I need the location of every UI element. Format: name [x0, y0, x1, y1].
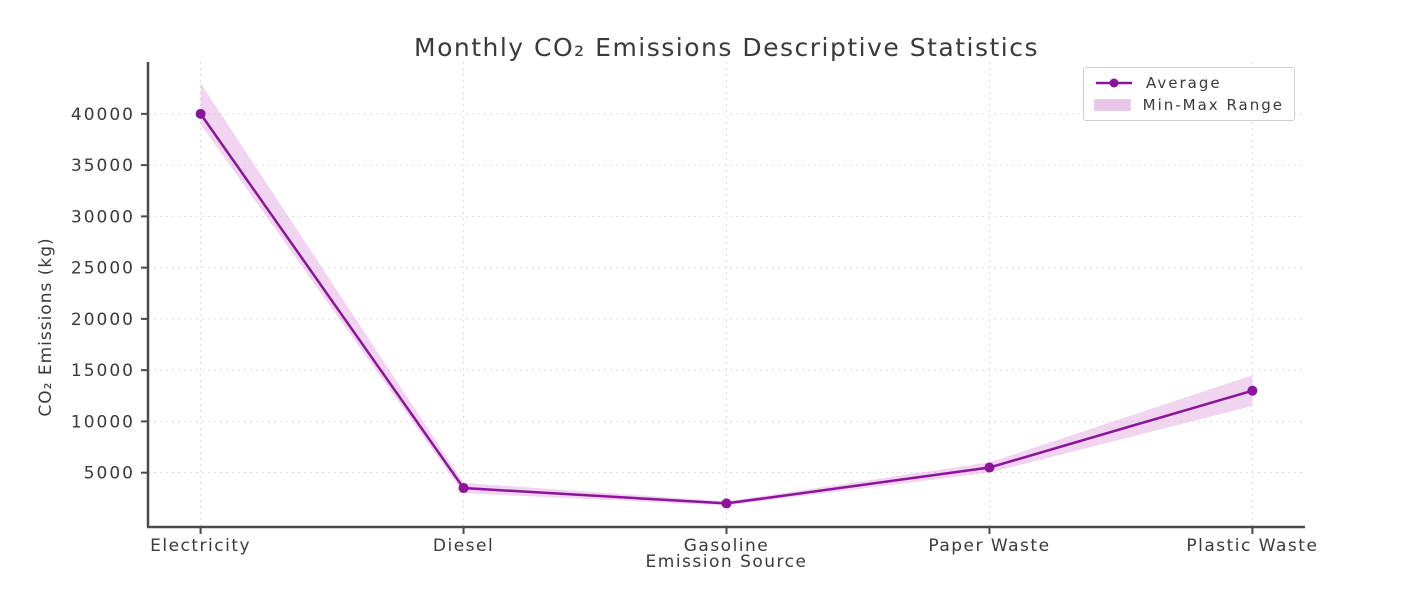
minmax-band-swatch — [1094, 98, 1131, 111]
data-point-marker — [195, 108, 206, 119]
y-tick-label: 35000 — [71, 156, 135, 176]
x-axis-label: Emission Source — [645, 552, 808, 572]
chart-title: Monthly CO₂ Emissions Descriptive Statis… — [414, 33, 1039, 62]
legend: Average Min-Max Range — [1083, 67, 1295, 121]
y-tick-label: 25000 — [71, 259, 135, 279]
x-tick-label: Gasoline — [684, 536, 770, 556]
x-tick-label: Electricity — [150, 536, 251, 556]
legend-item-minmax: Min-Max Range — [1094, 95, 1284, 114]
y-tick-label: 5000 — [84, 464, 135, 484]
legend-label-average: Average — [1146, 73, 1222, 92]
data-point-marker — [721, 498, 732, 509]
legend-label-minmax: Min-Max Range — [1142, 95, 1284, 114]
average-line-swatch — [1096, 78, 1132, 87]
x-tick-label: Plastic Waste — [1186, 536, 1318, 556]
y-tick-label: 15000 — [71, 361, 135, 381]
data-point-marker — [458, 483, 469, 494]
y-tick-label: 10000 — [71, 412, 135, 432]
y-tick-label: 20000 — [71, 310, 135, 330]
y-tick-label: 40000 — [71, 105, 135, 125]
x-tick-label: Diesel — [433, 536, 494, 556]
legend-item-average: Average — [1094, 73, 1284, 92]
data-point-marker — [1247, 385, 1258, 396]
y-tick-label: 30000 — [71, 207, 135, 227]
data-point-marker — [984, 462, 995, 473]
x-tick-label: Paper Waste — [928, 536, 1050, 556]
